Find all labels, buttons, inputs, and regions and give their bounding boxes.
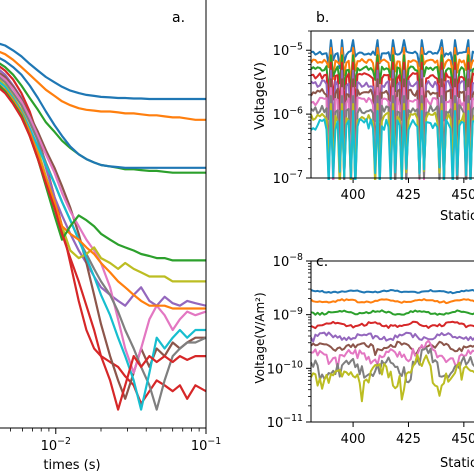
panel-a-xtick-label: 10−1 (191, 436, 221, 454)
panel-c-xlabel: Station (440, 456, 474, 471)
panel-c-ytick-label: 10−11 (267, 413, 303, 431)
series-a-9-line (0, 79, 206, 283)
panel-c-series-3-line (310, 309, 474, 316)
panel-c-series-5-line (310, 331, 474, 343)
panel-b-ytick-label: 10−6 (273, 105, 303, 123)
panel-c-xtick-label: 450 (451, 432, 474, 447)
panel-c-series-1-line (310, 289, 474, 295)
panel-c: 10−8 10−9 10−10 10−11 400 425 450 c. Voltage(V… (253, 252, 474, 471)
series-a-6-line (0, 72, 206, 400)
panel-c-series-6-line (310, 340, 474, 357)
series-a-2-line (0, 50, 206, 121)
panel-b-series-10-line (310, 110, 474, 180)
panel-c-ytick-label: 10−9 (273, 306, 303, 324)
panel-b-xlabel: Station (440, 209, 474, 224)
panel-b-ytick-label: 10−7 (273, 169, 303, 187)
panel-c-xtick-label: 400 (341, 432, 366, 447)
series-a-1-line (0, 42, 206, 101)
panel-c-xtick-label: 425 (396, 432, 421, 447)
panel-a-label: a. (172, 10, 185, 26)
series-a-8-line (0, 76, 206, 411)
panel-b-label: b. (316, 10, 329, 26)
series-a-11-line (0, 57, 206, 169)
series-a-13-line (0, 84, 206, 262)
panel-c-series-4-line (310, 320, 474, 330)
panel-c-ytick-label: 10−8 (273, 252, 303, 270)
panel-b-xtick-label: 425 (396, 188, 421, 203)
panel-a-xlabel: times (s) (43, 458, 100, 473)
panel-b-xtick-label: 400 (341, 188, 366, 203)
panel-b-ylabel: Voltage(V) (253, 62, 268, 130)
panel-c-ytick-label: 10−10 (267, 359, 303, 377)
panel-b-ytick-label: 10−5 (273, 41, 303, 59)
panel-b: 10−5 10−6 10−7 400 425 450 b. Voltage(V) Stat… (253, 10, 474, 224)
panel-c-ylabel: Voltage(V/Am²) (253, 292, 267, 383)
series-a-14-line (0, 87, 206, 411)
series-a-12-line (0, 84, 206, 310)
panel-b-series-2-line (310, 46, 474, 86)
panel-c-label: c. (316, 254, 328, 270)
panel-c-series-2-line (310, 298, 474, 305)
panel-c-series-9-line (310, 353, 474, 403)
panel-a-xtick-label: 10−2 (41, 436, 71, 454)
panel-a: 10−2 10−1 a. times (s) (0, 0, 221, 473)
series-a-10-line (0, 81, 206, 411)
panel-b-xtick-label: 450 (451, 188, 474, 203)
